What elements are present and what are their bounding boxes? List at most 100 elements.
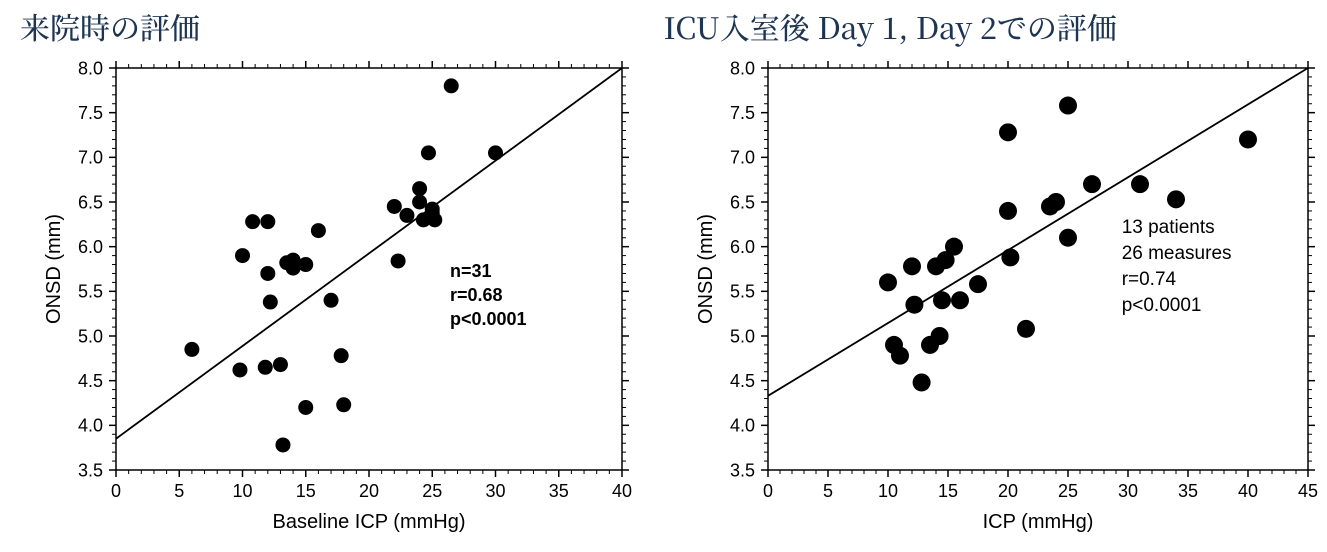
right-data-point bbox=[1047, 193, 1065, 211]
left-xtick-label: 5 bbox=[174, 481, 184, 501]
right-xtick-label: 40 bbox=[1237, 481, 1257, 501]
left-data-point bbox=[444, 78, 459, 93]
left-xlabel: Baseline ICP (mmHg) bbox=[272, 511, 465, 533]
left-data-point bbox=[298, 257, 313, 272]
right-xtick-label: 30 bbox=[1117, 481, 1137, 501]
right-data-point bbox=[879, 273, 897, 291]
left-data-point bbox=[263, 295, 278, 310]
left-data-point bbox=[421, 145, 436, 160]
right-xtick-label: 0 bbox=[762, 481, 772, 501]
right-data-point bbox=[945, 238, 963, 256]
page: 来院時の評価 0 5 10 15 20 25 30 35 40 3.5 4.0 4.5 5.0 5.5 6.… bbox=[0, 0, 1327, 552]
panel-left: 来院時の評価 05101520253035403.54.04.55.05.56.… bbox=[0, 0, 664, 552]
right-data-point bbox=[951, 291, 969, 309]
left-xtick-label: 40 bbox=[612, 481, 632, 501]
scatter-chart-icu: 0510152025303540453.54.04.55.05.56.06.57… bbox=[682, 58, 1322, 542]
right-data-point bbox=[1239, 130, 1257, 148]
left-data-point bbox=[184, 342, 199, 357]
right-data-point bbox=[903, 257, 921, 275]
right-data-point bbox=[905, 296, 923, 314]
left-panel-title: 来院時の評価 bbox=[20, 4, 200, 48]
right-data-point bbox=[912, 373, 930, 391]
right-ytick-label: 6.0 bbox=[729, 237, 754, 257]
right-data-point bbox=[999, 123, 1017, 141]
left-data-point bbox=[412, 195, 427, 210]
right-annotation-line: 26 measures bbox=[1121, 243, 1231, 264]
right-data-point bbox=[1017, 320, 1035, 338]
right-data-point bbox=[891, 347, 909, 365]
right-data-point bbox=[1167, 190, 1185, 208]
panel-right: ICU入室後 Day 1, Day 2での評価 0 5 10 15 20 25 30 35 40… bbox=[664, 0, 1327, 552]
left-ytick-label: 6.5 bbox=[78, 192, 103, 212]
left-xtick-label: 10 bbox=[232, 481, 252, 501]
left-data-point bbox=[488, 145, 503, 160]
right-data-point bbox=[999, 202, 1017, 220]
right-xtick-label: 15 bbox=[937, 481, 957, 501]
left-data-point bbox=[260, 266, 275, 281]
scatter-chart-baseline: 05101520253035403.54.04.55.05.56.06.57.0… bbox=[30, 58, 640, 542]
left-ytick-label: 7.5 bbox=[78, 103, 103, 123]
right-xtick-label: 5 bbox=[822, 481, 832, 501]
left-xtick-label: 0 bbox=[111, 481, 121, 501]
left-data-point bbox=[336, 397, 351, 412]
left-xtick-label: 35 bbox=[549, 481, 569, 501]
left-ytick-label: 5.5 bbox=[78, 282, 103, 302]
right-annotation-line: r=0.74 bbox=[1121, 269, 1176, 290]
left-ytick-label: 8.0 bbox=[78, 58, 103, 78]
left-data-point bbox=[298, 400, 313, 415]
right-xtick-label: 20 bbox=[997, 481, 1017, 501]
right-annotation-line: 13 patients bbox=[1121, 217, 1214, 238]
left-data-point bbox=[311, 223, 326, 238]
right-ytick-label: 4.5 bbox=[729, 371, 754, 391]
left-ytick-label: 4.0 bbox=[78, 416, 103, 436]
left-data-point bbox=[286, 261, 301, 276]
left-data-point bbox=[275, 437, 290, 452]
left-data-point bbox=[258, 360, 273, 375]
right-svg: 0510152025303540453.54.04.55.05.56.06.57… bbox=[682, 58, 1322, 542]
left-data-point bbox=[391, 253, 406, 268]
right-xtick-label: 25 bbox=[1057, 481, 1077, 501]
left-xtick-label: 20 bbox=[359, 481, 379, 501]
left-xtick-label: 15 bbox=[296, 481, 316, 501]
right-xtick-label: 35 bbox=[1177, 481, 1197, 501]
right-xlabel: ICP (mmHg) bbox=[982, 511, 1093, 533]
right-xtick-label: 10 bbox=[877, 481, 897, 501]
right-ylabel: ONSD (mm) bbox=[695, 214, 717, 324]
left-data-point bbox=[235, 248, 250, 263]
right-ytick-label: 5.5 bbox=[729, 282, 754, 302]
left-ytick-label: 7.0 bbox=[78, 148, 103, 168]
right-ytick-label: 5.0 bbox=[729, 326, 754, 346]
right-data-point bbox=[1059, 229, 1077, 247]
right-ytick-label: 7.5 bbox=[729, 103, 754, 123]
right-panel-title: ICU入室後 Day 1, Day 2での評価 bbox=[664, 4, 1117, 48]
right-data-point bbox=[1001, 248, 1019, 266]
left-ytick-label: 5.0 bbox=[78, 326, 103, 346]
right-data-point bbox=[1059, 97, 1077, 115]
right-ytick-label: 6.5 bbox=[729, 192, 754, 212]
left-annotation-line: r=0.68 bbox=[450, 285, 503, 305]
right-ytick-label: 7.0 bbox=[729, 148, 754, 168]
left-data-point bbox=[387, 199, 402, 214]
left-svg: 05101520253035403.54.04.55.05.56.06.57.0… bbox=[30, 58, 640, 542]
left-data-point bbox=[260, 214, 275, 229]
right-annotation-line: p<0.0001 bbox=[1121, 295, 1201, 316]
left-annotation-line: p<0.0001 bbox=[450, 309, 527, 329]
right-xtick-label: 45 bbox=[1297, 481, 1317, 501]
left-data-point bbox=[334, 348, 349, 363]
left-data-point bbox=[324, 293, 339, 308]
left-fit-line bbox=[116, 68, 622, 439]
left-ytick-label: 4.5 bbox=[78, 371, 103, 391]
right-data-point bbox=[930, 327, 948, 345]
right-ytick-label: 3.5 bbox=[729, 460, 754, 480]
left-annotation-line: n=31 bbox=[450, 261, 492, 281]
left-data-point bbox=[425, 202, 440, 217]
left-xtick-label: 30 bbox=[485, 481, 505, 501]
left-xtick-label: 25 bbox=[422, 481, 442, 501]
left-axis-box bbox=[116, 68, 622, 470]
right-data-point bbox=[1131, 175, 1149, 193]
left-data-point bbox=[273, 357, 288, 372]
left-ylabel: ONSD (mm) bbox=[43, 214, 65, 324]
left-ytick-label: 6.0 bbox=[78, 237, 103, 257]
right-ytick-label: 8.0 bbox=[729, 58, 754, 78]
left-data-point bbox=[232, 362, 247, 377]
